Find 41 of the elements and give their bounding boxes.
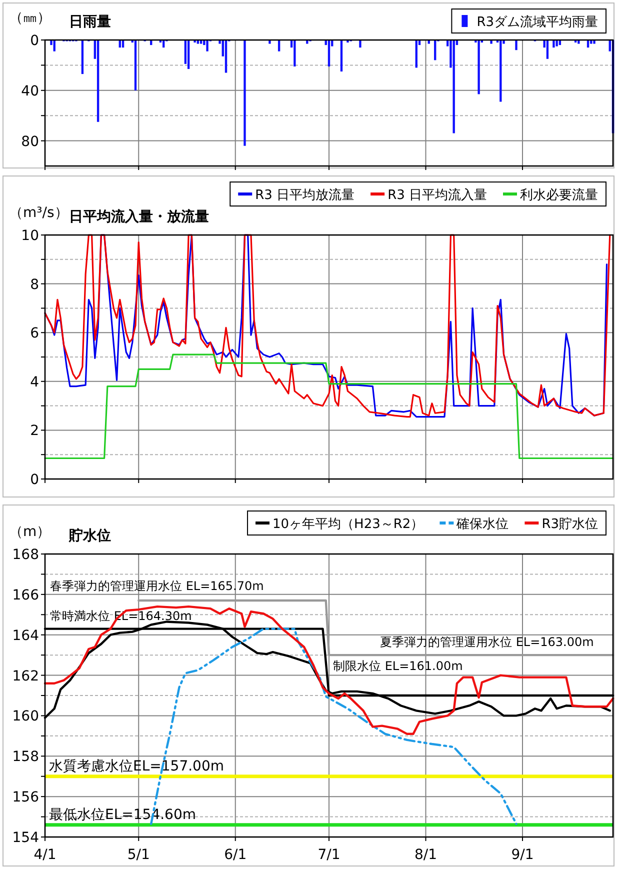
x-tick-label: 9/1 (511, 847, 534, 863)
y-tick-label: 6 (30, 326, 40, 342)
chart-title: 貯水位 (68, 527, 111, 544)
y-tick-label: 164 (12, 628, 40, 644)
y-axis-title: （㎜） (9, 10, 51, 26)
y-tick-label: 166 (12, 587, 40, 604)
y-tick-label: 8 (30, 276, 39, 293)
legend-label: 確保水位 (456, 517, 509, 532)
annotation: 夏季弾力的管理運用水位 EL=163.00m (380, 635, 594, 649)
y-axis-title: （m） (9, 524, 51, 540)
y-tick-label: 160 (12, 708, 39, 725)
legend: R3ダム流域平均雨量 (451, 8, 606, 34)
legend-label: R3貯水位 (542, 517, 598, 532)
y-tick-label: 168 (12, 547, 39, 563)
ref-line-label: 最低水位EL=154.60m (49, 806, 196, 823)
y-tick-label: 154 (12, 830, 40, 846)
y-tick-label: 40 (21, 83, 39, 100)
y-tick-label: 80 (21, 134, 39, 150)
y-axis-title: （m³/s） (9, 205, 68, 221)
annotation: 制限水位 EL=161.00m (333, 659, 463, 673)
y-tick-label: 158 (12, 749, 39, 766)
legend-label: R3ダム流域平均雨量 (476, 14, 598, 30)
y-tick-label: 0 (30, 472, 39, 488)
x-tick-label: 6/1 (224, 847, 247, 863)
chart-title: 日雨量 (69, 14, 111, 30)
y-tick-label: 4 (30, 374, 40, 390)
x-tick-label: 4/1 (34, 847, 56, 863)
chart-title: 日平均流入量・放流量 (69, 208, 209, 225)
y-tick-label: 162 (12, 668, 39, 684)
y-tick-label: 10 (21, 228, 39, 244)
legend-label: 10ヶ年平均（H23～R2） (272, 517, 424, 532)
annotation: 春季弾力的管理運用水位 EL=165.70m (50, 579, 264, 593)
y-tick-label: 0 (30, 33, 39, 49)
x-tick-label: 5/1 (127, 847, 150, 863)
x-tick-label: 7/1 (318, 847, 340, 863)
y-tick-label: 2 (30, 423, 39, 440)
x-tick-label: 8/1 (414, 847, 438, 863)
y-tick-label: 156 (12, 790, 40, 806)
legend-label: 利水必要流量 (520, 187, 598, 203)
legend-label: R3 日平均流入量 (388, 187, 487, 203)
legend-label: R3 日平均放流量 (255, 187, 355, 203)
